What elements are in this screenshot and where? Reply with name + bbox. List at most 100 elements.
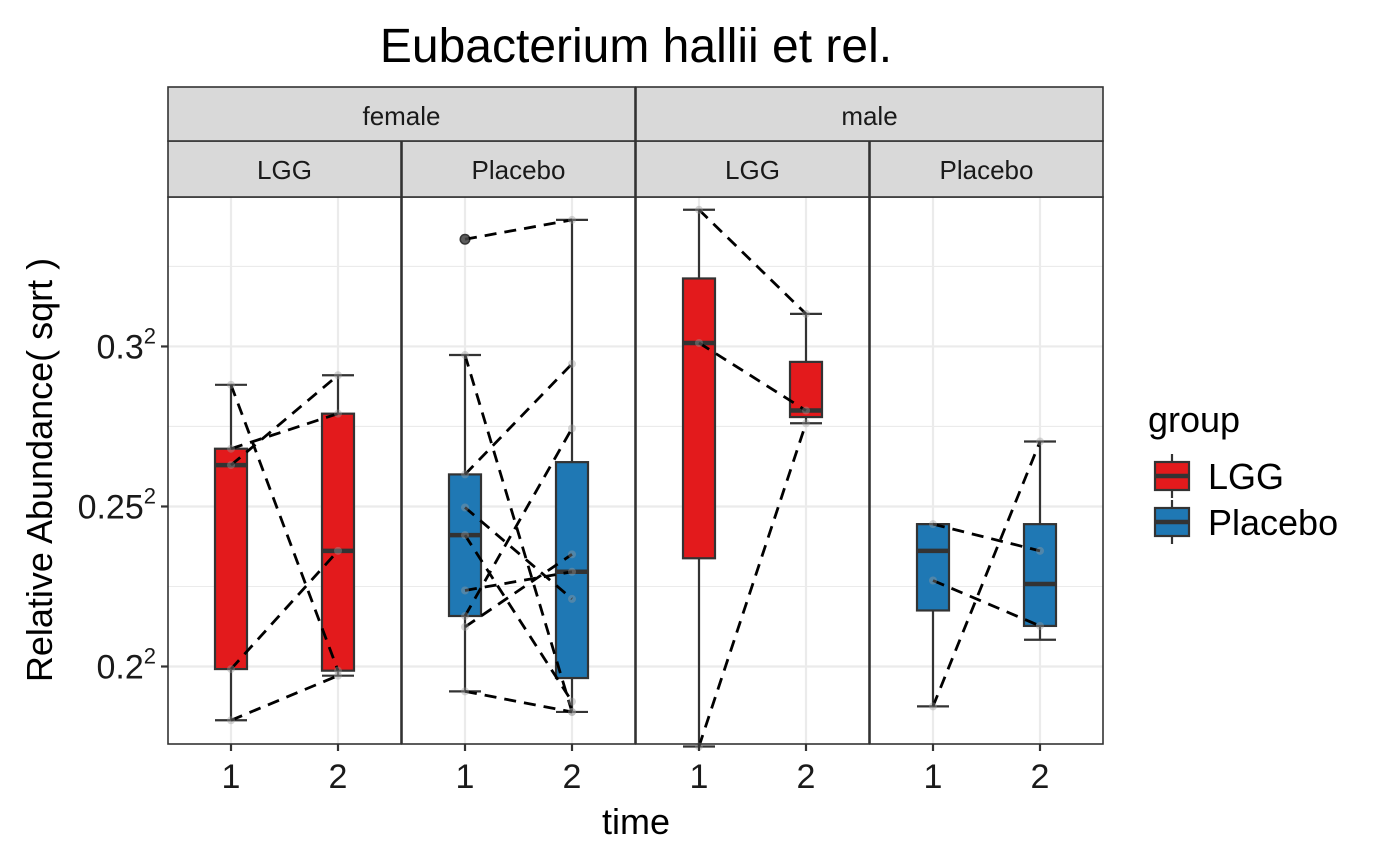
paired-dashed-line: [463, 362, 574, 476]
data-point: [227, 665, 235, 674]
paired-dashed-line: [464, 506, 573, 600]
data-point: [568, 567, 576, 576]
y-tick-base: 0.3: [96, 328, 143, 366]
data-point: [802, 406, 810, 415]
paired-dashed-line: [229, 549, 340, 671]
legend: group LGG Placebo: [1148, 399, 1338, 544]
x-tick-label: 1: [456, 758, 475, 796]
x-tick-label: 2: [797, 758, 816, 796]
legend-item-placebo: Placebo: [1153, 500, 1338, 544]
facet-panel: [635, 196, 870, 751]
box-body: [681, 277, 717, 560]
data-point: [1036, 621, 1044, 630]
data-point: [695, 338, 703, 347]
paired-dashed-line: [464, 218, 573, 241]
y-tick-base: 0.2: [96, 648, 143, 686]
data-point: [334, 546, 342, 555]
data-point: [461, 586, 469, 595]
data-point: [1036, 546, 1044, 555]
box-placebo-time-1: [447, 233, 483, 693]
panel-background: [870, 197, 1103, 744]
data-point: [568, 707, 576, 716]
data-point: [227, 716, 235, 725]
y-tick-base: 0.25: [78, 488, 144, 526]
box-body: [213, 447, 249, 671]
data-point: [461, 503, 469, 512]
data-point: [461, 687, 469, 696]
x-tick-label: 2: [329, 758, 348, 796]
y-axis-title: Relative Abundance( sqrt ): [19, 258, 60, 682]
sex-strip-label: male: [841, 101, 897, 131]
data-point: [334, 371, 342, 380]
data-point: [568, 215, 576, 224]
panel-background: [636, 197, 869, 744]
x-tick-label: 1: [924, 758, 943, 796]
data-point: [461, 470, 469, 479]
facet-strips: LGG Placebo LGG Placebo female male: [167, 86, 1104, 198]
box-body: [788, 360, 824, 419]
box-lgg-time-1: [681, 208, 717, 748]
y-tick-exponent: 2: [144, 483, 156, 508]
chart-title: Eubacterium hallii et rel.: [380, 20, 892, 73]
data-point: [568, 594, 576, 603]
facet-panel: [401, 196, 636, 745]
paired-dashed-line: [463, 427, 574, 617]
legend-item-lgg: LGG: [1153, 454, 1284, 498]
data-point: [929, 520, 937, 529]
data-point: [695, 205, 703, 214]
data-point: [461, 351, 469, 360]
group-strip: [635, 140, 870, 198]
box-placebo-time-1: [915, 523, 951, 708]
y-tick-exponent: 2: [144, 323, 156, 348]
facet-panel: [167, 196, 402, 745]
data-point: [334, 409, 342, 418]
group-strip-label: LGG: [725, 155, 780, 185]
group-strip: [869, 140, 1104, 198]
paired-dashed-line: [463, 354, 574, 713]
paired-dashed-line: [931, 440, 1042, 707]
data-point: [802, 309, 810, 318]
group-strip-label: Placebo: [472, 155, 566, 185]
legend-items: LGG Placebo: [1153, 454, 1338, 544]
data-point: [929, 576, 937, 585]
box-body: [447, 473, 483, 618]
data-point: [929, 702, 937, 711]
paired-dashed-line: [464, 553, 573, 629]
data-point: [227, 461, 235, 470]
data-point: [334, 666, 342, 675]
data-point: [461, 612, 469, 621]
group-strip: [167, 140, 402, 198]
data-point: [227, 444, 235, 453]
data-point: [1036, 437, 1044, 446]
box-body: [320, 412, 356, 672]
facet-panel: [869, 196, 1104, 745]
y-tick-label: 0.22: [96, 643, 156, 686]
x-tick-label: 2: [1031, 758, 1050, 796]
box-placebo-time-2: [1022, 440, 1058, 641]
paired-dashed-line: [230, 374, 339, 467]
x-tick-label: 2: [563, 758, 582, 796]
legend-label: LGG: [1208, 456, 1284, 497]
data-point: [568, 359, 576, 368]
y-tick-exponent: 2: [144, 643, 156, 668]
data-point: [461, 531, 469, 540]
box-placebo-time-2: [554, 218, 590, 714]
sex-strip-label: female: [362, 101, 440, 131]
data-point: [334, 671, 342, 680]
box-lgg-time-1: [213, 383, 249, 722]
y-tick-label: 0.32: [96, 323, 156, 366]
data-point: [227, 380, 235, 389]
paired-dashed-line: [229, 384, 340, 672]
paired-dashed-line: [464, 690, 573, 714]
paired-dashed-line: [932, 522, 1041, 553]
data-point: [568, 550, 576, 559]
data-point: [461, 622, 469, 631]
group-strip-label: LGG: [257, 155, 312, 185]
facet-panels: [167, 196, 1104, 751]
data-point: [568, 424, 576, 433]
data-point: [802, 419, 810, 428]
x-tick-label: 1: [222, 758, 241, 796]
panel-background: [168, 197, 401, 744]
